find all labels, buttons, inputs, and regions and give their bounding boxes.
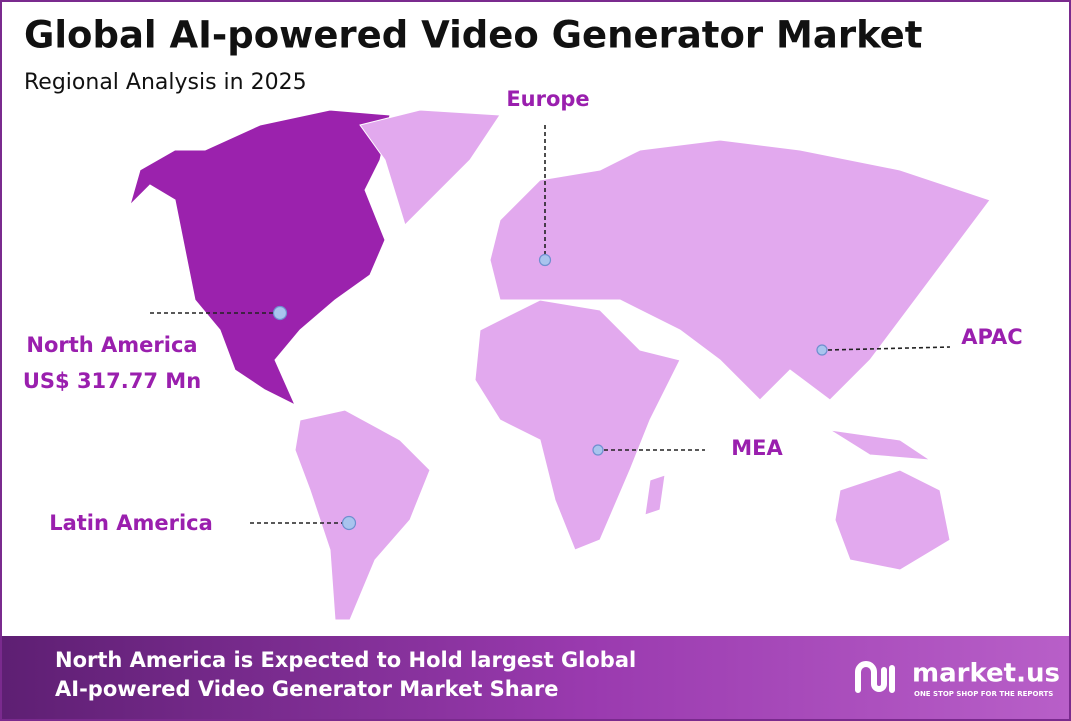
- region-label: APAC: [961, 325, 1022, 349]
- footer-text: North America is Expected to Hold larges…: [55, 648, 636, 672]
- eurasia-shape: [489, 139, 991, 401]
- logo-icon: [855, 661, 895, 693]
- footer-text: AI-powered Video Generator Market Share: [55, 677, 559, 701]
- region-marker: [538, 253, 552, 267]
- region-label: MEA: [731, 436, 783, 460]
- region-marker: [592, 444, 604, 456]
- region-value: US$ 317.77 Mn: [23, 369, 201, 393]
- greenland-shape: [359, 109, 501, 226]
- logo-tagline: ONE STOP SHOP FOR THE REPORTS: [914, 690, 1053, 698]
- title: Global AI-powered Video Generator Market: [24, 14, 922, 57]
- indonesia-shape: [829, 429, 931, 461]
- region-marker: [341, 515, 357, 531]
- region-label: North America: [26, 333, 197, 357]
- region-label: Europe: [506, 87, 589, 111]
- region-marker: [816, 344, 828, 356]
- region-label: Latin America: [49, 511, 213, 535]
- australia-shape: [834, 469, 951, 571]
- leader-line: [827, 346, 951, 351]
- logo-text: market.us: [912, 659, 1060, 689]
- subtitle: Regional Analysis in 2025: [24, 70, 307, 95]
- leaders: [150, 125, 951, 531]
- world-map: [128, 109, 991, 621]
- south-america-shape: [294, 409, 431, 621]
- africa-shape: [474, 299, 681, 551]
- madagascar-shape: [644, 474, 666, 516]
- logo: market.us ONE STOP SHOP FOR THE REPORTS: [855, 659, 1060, 698]
- region-marker: [272, 305, 288, 321]
